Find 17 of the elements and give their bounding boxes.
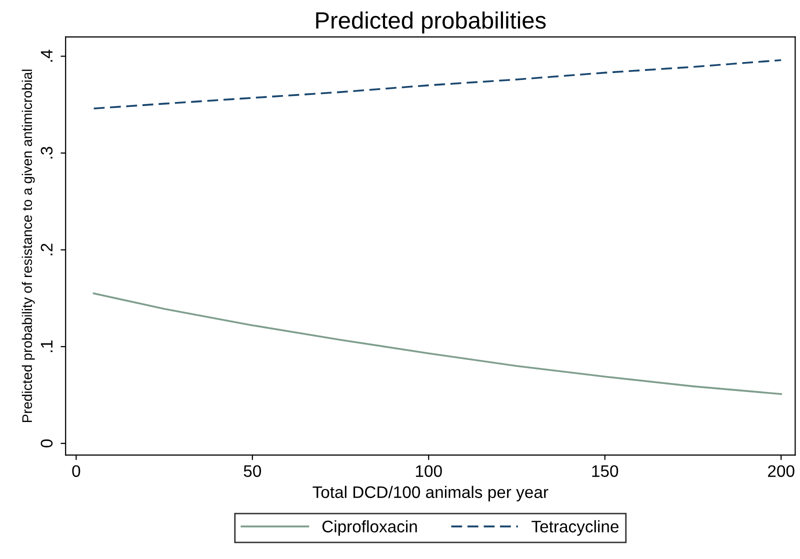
y-tick-label: .2 (40, 244, 52, 256)
legend-label: Tetracycline (532, 520, 618, 536)
x-tick-label: 150 (592, 465, 618, 477)
legend-label: Ciprofloxacin (322, 520, 417, 536)
y-tick-label: 0 (40, 439, 53, 448)
x-axis-title: Total DCD/100 animals per year (312, 486, 548, 502)
y-axis-title: Predicted probability of resistance to a given antimicrobial (22, 70, 35, 422)
y-tick-label: .3 (40, 146, 53, 158)
y-tick-label: .4 (40, 50, 52, 62)
line-series (92, 292, 782, 395)
x-tick-label: 0 (72, 465, 80, 477)
y-tick-label: .1 (40, 340, 52, 352)
chart-title: Predicted probabilities (316, 11, 546, 34)
x-tick-label: 50 (244, 465, 262, 477)
x-tick-label: 100 (416, 465, 442, 477)
x-tick-label: 200 (768, 465, 794, 477)
line-series (92, 59, 782, 110)
